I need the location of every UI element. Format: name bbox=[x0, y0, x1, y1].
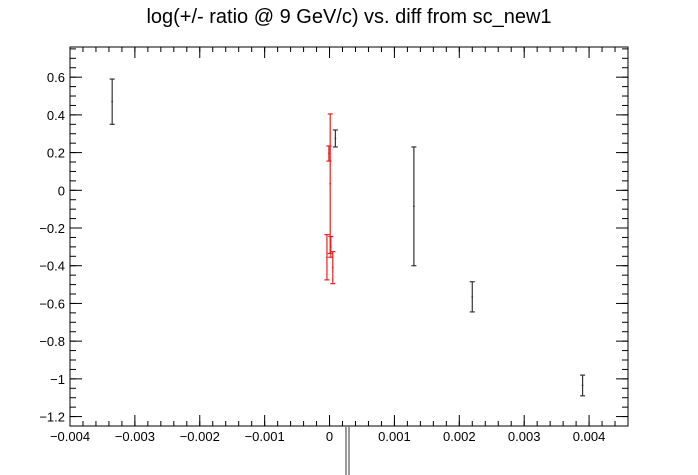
plot-frame bbox=[69, 46, 629, 427]
x-tick-label: 0.002 bbox=[443, 429, 476, 444]
x-tick-labels: −0.004 −0.003 −0.002 −0.001 0 0.001 0.002 0.003… bbox=[50, 429, 605, 444]
y-tick-label: −0.4 bbox=[39, 259, 65, 274]
chart-title: log(+/- ratio @ 9 GeV/c) vs. diff from s… bbox=[146, 6, 552, 28]
y-tick-labels: 0.6 0.4 0.2 0 −0.2 −0.4 −0.6 −0.8 −1 −1.2 bbox=[39, 70, 65, 424]
x-tick-label: 0.004 bbox=[573, 429, 606, 444]
stray-marks bbox=[345, 427, 350, 475]
x-tick-label: 0 bbox=[326, 429, 333, 444]
y-tick-label: −1 bbox=[50, 372, 65, 387]
x-tick-label: −0.001 bbox=[245, 429, 285, 444]
data-point bbox=[329, 182, 332, 185]
x-tick-label: −0.003 bbox=[115, 429, 155, 444]
y-tick-label: −0.6 bbox=[39, 296, 65, 311]
y-tick-label: −0.2 bbox=[39, 221, 65, 236]
data-point bbox=[581, 384, 584, 387]
data-point bbox=[471, 295, 474, 298]
y-tick-label: −0.8 bbox=[39, 334, 65, 349]
data-point bbox=[326, 256, 328, 259]
data-point bbox=[334, 137, 337, 140]
x-tick-label: −0.002 bbox=[180, 429, 220, 444]
x-tick-label: 0.003 bbox=[508, 429, 541, 444]
data-point bbox=[327, 152, 330, 155]
x-tick-label: 0.001 bbox=[378, 429, 411, 444]
y-tick-label: 0.4 bbox=[47, 108, 65, 123]
y-tick-label: 0 bbox=[58, 183, 65, 198]
x-tick-label: −0.004 bbox=[50, 429, 90, 444]
data-point bbox=[412, 205, 415, 208]
data-points bbox=[109, 78, 586, 397]
data-point bbox=[331, 266, 334, 269]
y-tick-label: 0.6 bbox=[47, 70, 65, 85]
axis-ticks bbox=[69, 47, 629, 427]
y-tick-label: 0.2 bbox=[47, 146, 65, 161]
data-point bbox=[329, 245, 332, 248]
data-point bbox=[111, 100, 114, 103]
y-tick-label: −1.2 bbox=[39, 410, 65, 425]
